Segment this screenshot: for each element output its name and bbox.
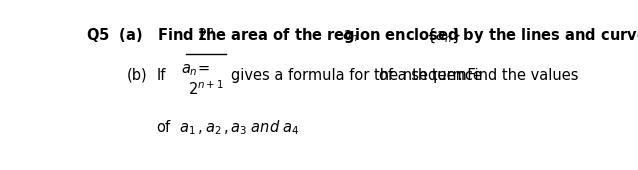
Text: (b): (b) bbox=[127, 68, 147, 83]
Text: of a sequence: of a sequence bbox=[379, 68, 482, 83]
Text: $2^{n+1}$: $2^{n+1}$ bbox=[188, 79, 224, 98]
Text: of  $a_1\,,a_2\,,a_3\;and\;a_4$: of $a_1\,,a_2\,,a_3\;and\;a_4$ bbox=[156, 118, 300, 137]
Text: . Find the values: . Find the values bbox=[458, 68, 579, 83]
Text: gives a formula for the nth term: gives a formula for the nth term bbox=[230, 68, 466, 83]
Text: $a_n$: $a_n$ bbox=[342, 28, 359, 44]
Text: $2^n$: $2^n$ bbox=[197, 28, 214, 44]
Text: If: If bbox=[156, 68, 166, 83]
Text: $\{a_n\}$: $\{a_n\}$ bbox=[426, 27, 461, 45]
Text: Q5  (a)   Find the area of the region enclosed by the lines and curves,   $y=x^{: Q5 (a) Find the area of the region enclo… bbox=[86, 24, 638, 46]
Text: $a_n\!=\!$: $a_n\!=\!$ bbox=[181, 62, 210, 78]
